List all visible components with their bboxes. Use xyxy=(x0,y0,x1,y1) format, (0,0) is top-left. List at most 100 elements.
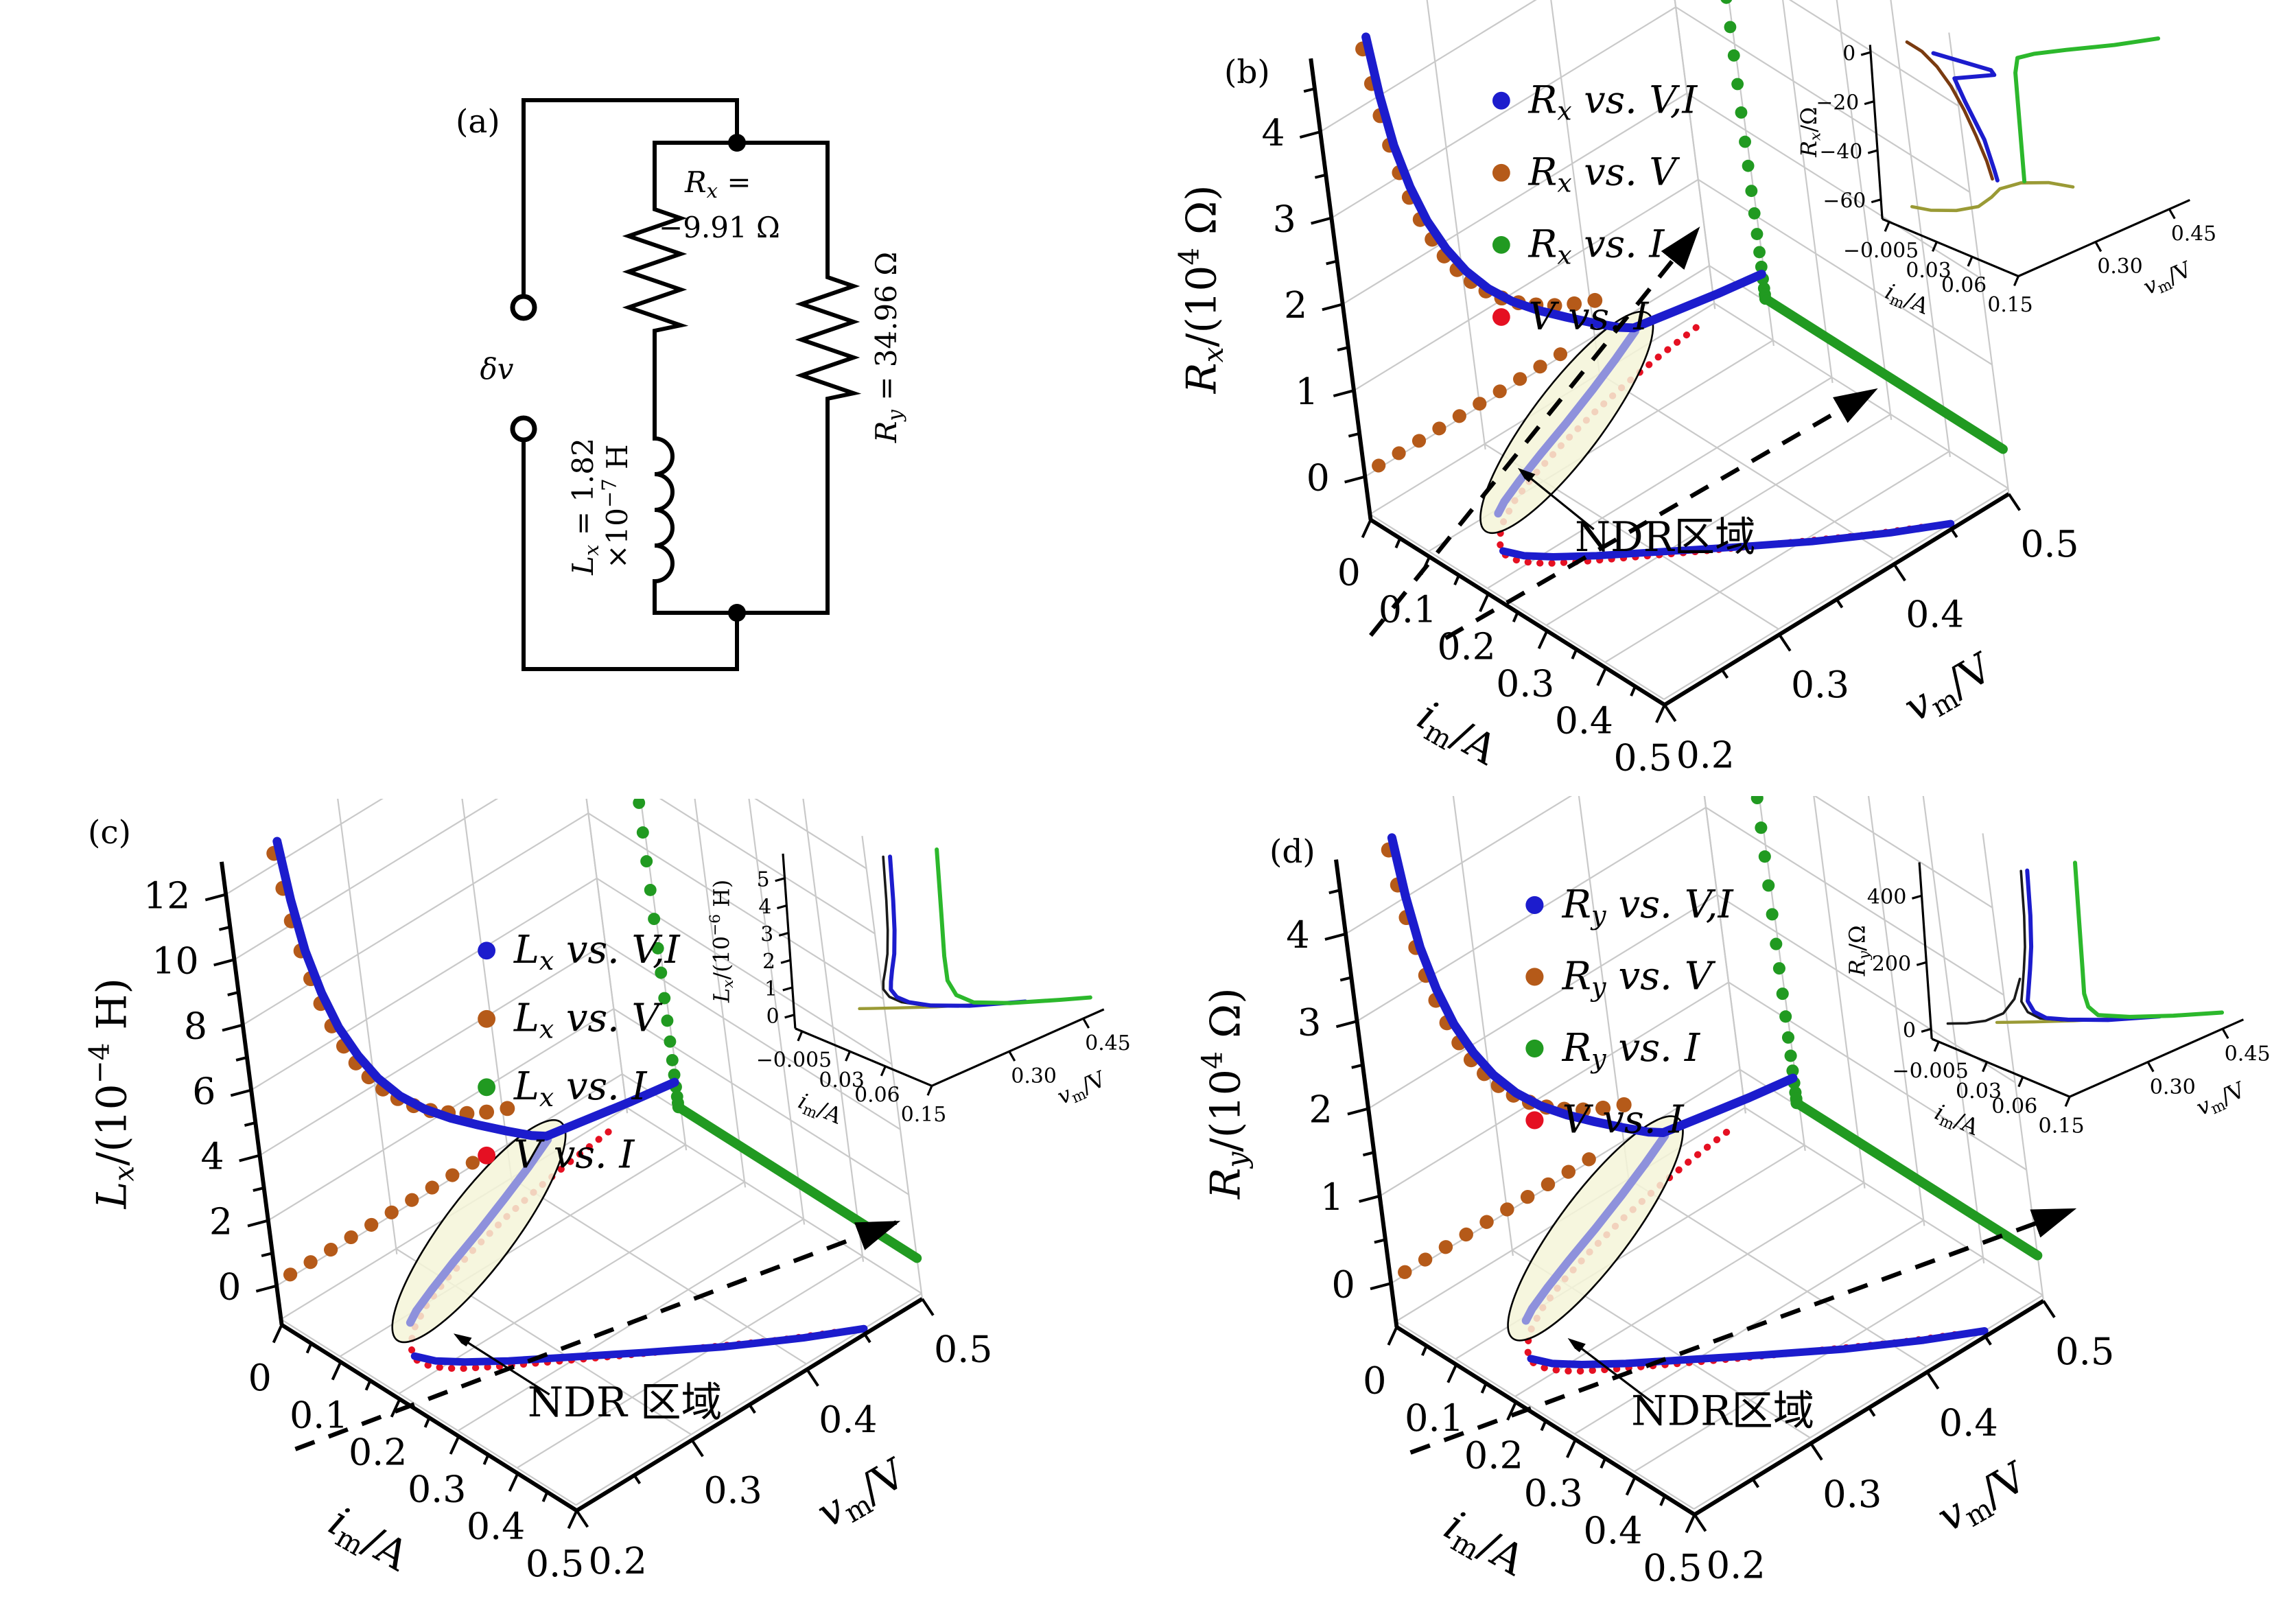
inset-curve xyxy=(1931,51,2000,183)
lx-vs-v-wall-dots-dot xyxy=(500,1101,515,1116)
inset-curve xyxy=(1910,180,2075,213)
resistor-ry-symbol xyxy=(795,270,862,414)
svg-text:0.4: 0.4 xyxy=(1583,1509,1642,1552)
axis-ticks xyxy=(1324,889,2056,1534)
legend-entry: Lx vs. I xyxy=(513,1064,648,1112)
ndr-segment xyxy=(406,1135,552,1327)
svg-text:0.03: 0.03 xyxy=(1906,259,1951,283)
svg-text:−0.005: −0.005 xyxy=(1892,1059,1968,1083)
svg-text:0.3: 0.3 xyxy=(1496,662,1554,705)
legend: Ry vs. V,I Ry vs. V Ry vs. I V vs. I xyxy=(1525,882,1734,1143)
svg-text:0.15: 0.15 xyxy=(1987,293,2033,317)
svg-text:12: 12 xyxy=(143,874,190,917)
inset-z-axis-label: Ry/Ω xyxy=(1844,925,1873,976)
x-axis-label: im/A xyxy=(1434,1501,1534,1589)
lx-vs-i-wall-dots-dot xyxy=(644,883,657,896)
rx-vs-i-wall-dots-dot xyxy=(1731,78,1744,91)
legend-entry: Lx vs. V xyxy=(513,996,663,1044)
legend-marker-orange xyxy=(478,1009,496,1028)
lx-vs-i-wall-dots-dot xyxy=(648,913,661,926)
svg-text:0.4: 0.4 xyxy=(1555,699,1613,742)
source-label: δv xyxy=(480,352,513,386)
inset-z-axis-label: Rx/Ω xyxy=(1797,107,1825,158)
legend-entry: V vs. I xyxy=(1562,1098,1685,1143)
svg-text:0.06: 0.06 xyxy=(1991,1095,2037,1119)
svg-text:1: 1 xyxy=(1320,1176,1344,1219)
svg-text:0.06: 0.06 xyxy=(1941,274,1987,298)
panel-a-circuit: δv Rx = −9.91 Ω Ry = 34.96 Ω Lx = 1.82 ×… xyxy=(446,48,1022,693)
resistor-rx-symbol xyxy=(622,202,689,338)
node-bottom xyxy=(728,604,746,622)
ry-vs-i-wall-dots-dot xyxy=(1750,791,1764,805)
legend-marker-blue xyxy=(478,941,496,960)
inset-curve xyxy=(888,854,1028,1008)
inset-axes xyxy=(775,853,1105,1096)
svg-text:0.4: 0.4 xyxy=(1939,1401,1998,1445)
lx-vs-i-wall-dots-dot xyxy=(668,1068,681,1081)
svg-text:−0.005: −0.005 xyxy=(1843,239,1919,263)
rx-vs-v-wall-line xyxy=(1372,336,1585,473)
panel-a-label: (a) xyxy=(456,103,500,141)
inset-y-axis-label: vm/V xyxy=(2192,1077,2250,1123)
inset-x-axis-label: im/A xyxy=(1930,1099,1983,1143)
inductor-lx-symbol xyxy=(652,436,675,584)
svg-text:0.5: 0.5 xyxy=(1614,736,1672,779)
lx-vs-i-wall-dots-dot xyxy=(640,855,653,868)
svg-text:0.1: 0.1 xyxy=(1379,588,1437,631)
ry-vs-i-wall-dots-dot xyxy=(1766,908,1779,921)
svg-text:4: 4 xyxy=(758,896,771,920)
svg-text:3: 3 xyxy=(1298,1001,1322,1044)
svg-text:0.3: 0.3 xyxy=(1791,663,1849,706)
svg-text:0.30: 0.30 xyxy=(2097,255,2142,279)
svg-text:200: 200 xyxy=(1872,952,1912,976)
svg-text:0: 0 xyxy=(1331,1263,1355,1306)
svg-text:4: 4 xyxy=(1261,111,1285,154)
ry-vs-vi-3d xyxy=(1387,833,1798,1138)
svg-text:0.2: 0.2 xyxy=(1676,733,1735,776)
z-axis-label: Rx/(104 Ω) xyxy=(1172,185,1230,394)
svg-text:0.1: 0.1 xyxy=(290,1393,348,1436)
svg-text:0.4: 0.4 xyxy=(819,1398,877,1441)
ndr-annotation-text: NDR 区域 xyxy=(528,1379,722,1427)
curves xyxy=(266,692,922,1372)
svg-text:0.45: 0.45 xyxy=(1085,1031,1130,1055)
legend-entry: Ry vs. I xyxy=(1562,1026,1701,1075)
ndr-annotation-arrow xyxy=(1523,472,1595,530)
rx-vs-v-wall-dots-dot xyxy=(1587,292,1603,308)
ry-vs-i-wall-dots-dot xyxy=(1762,879,1775,892)
panel-d-plot: NDR区域 0 0.1 0.2 0.3 0.4 0.5 0.2 0.3 0.4 0.5 0 1 2 3 4 im… xyxy=(1190,645,2296,1610)
svg-text:−60: −60 xyxy=(1823,189,1866,213)
inset-curve xyxy=(2025,868,2162,1022)
ry-vs-i-wall-dots-dot xyxy=(1781,1031,1795,1044)
legend-entry: Ry vs. V,I xyxy=(1562,882,1735,931)
svg-text:0.06: 0.06 xyxy=(854,1084,900,1108)
axis-ticks xyxy=(1299,87,2022,723)
lx-vs-i-wall-dots-dot xyxy=(664,1035,677,1048)
ndr-annotation-arrow xyxy=(1573,1342,1654,1404)
svg-text:0: 0 xyxy=(248,1356,272,1399)
circuit-wires xyxy=(522,98,862,671)
svg-text:0.4: 0.4 xyxy=(1906,592,1964,635)
svg-text:0.5: 0.5 xyxy=(934,1327,992,1370)
lx-vs-i-wall-dots-dot xyxy=(655,966,668,979)
y-axis-label: vm/V xyxy=(1897,644,2003,736)
svg-text:0: 0 xyxy=(766,1005,780,1029)
inset-curve xyxy=(2072,861,2225,1019)
svg-text:−40: −40 xyxy=(1820,140,1863,164)
terminal-bottom xyxy=(510,415,537,443)
ry-vs-i-wall-dots-dot xyxy=(1758,850,1771,863)
svg-text:0: 0 xyxy=(1363,1359,1387,1402)
panel-b-label: (b) xyxy=(1224,54,1270,91)
svg-text:0.03: 0.03 xyxy=(819,1068,864,1092)
svg-text:6: 6 xyxy=(192,1069,215,1112)
rx-vs-i-wall-dots-dot xyxy=(1750,228,1764,240)
ry-vs-i-wall-dots-dot xyxy=(1786,1064,1799,1077)
lx-vs-i-wall-line xyxy=(675,1103,922,1263)
legend-marker-green xyxy=(1525,1039,1544,1057)
svg-text:5: 5 xyxy=(757,868,770,892)
legend-entry: Ry vs. V xyxy=(1562,955,1716,1003)
svg-text:0: 0 xyxy=(1842,42,1855,66)
trajectory-floor xyxy=(1527,1326,1989,1369)
